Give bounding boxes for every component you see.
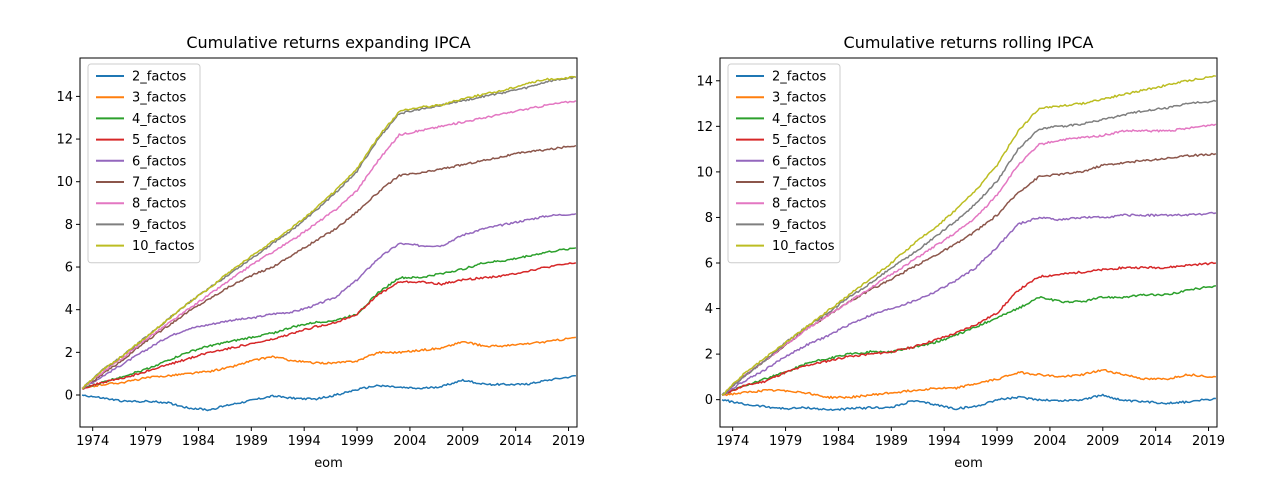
y-tick-label: 6: [705, 257, 713, 272]
series-line-2_factos: [81, 375, 576, 412]
y-tick-label: 6: [65, 261, 73, 276]
y-tick-label: 14: [696, 74, 713, 89]
series-lines: [81, 75, 577, 412]
x-tick-label: 2009: [446, 434, 479, 449]
series-line-6_factos: [81, 212, 577, 390]
series-line-10_factos: [81, 75, 577, 390]
legend-label: 4_factos: [772, 112, 827, 127]
legend-label: 9_factos: [772, 218, 827, 233]
x-tick-label: 2014: [499, 434, 532, 449]
x-tick-label: 2004: [1033, 434, 1066, 449]
x-tick-label: 1999: [341, 434, 374, 449]
y-tick-label: 2: [705, 348, 713, 363]
y-tick-label: 8: [65, 218, 73, 233]
chart-1: Cumulative returns expanding IPCA 1974 197…: [56, 33, 585, 471]
legend-label: 2_factos: [772, 70, 827, 85]
legend-label: 8_factos: [772, 197, 827, 212]
series-line-4_factos: [721, 285, 1217, 396]
legend-label: 6_factos: [132, 154, 187, 169]
x-tick-label: 2009: [1086, 434, 1119, 449]
y-tick-label: 12: [56, 133, 73, 148]
series-line-3_factos: [722, 369, 1217, 400]
legend-label: 9_factos: [132, 218, 187, 233]
legend-label: 5_factos: [772, 133, 827, 148]
y-tick-label: 0: [705, 393, 713, 408]
chart-title: Cumulative returns expanding IPCA: [186, 33, 470, 52]
y-tick-label: 10: [696, 165, 713, 180]
x-tick-label: 1989: [235, 434, 268, 449]
x-tick-label: 2019: [1192, 434, 1225, 449]
series-line-5_factos: [721, 261, 1217, 396]
legend-label: 7_factos: [772, 176, 827, 191]
x-tick-label: 1984: [822, 434, 855, 449]
x-tick-label: 1979: [769, 434, 802, 449]
legend-label: 10_factos: [772, 239, 835, 254]
legend-label: 3_factos: [772, 91, 827, 106]
y-tick-label: 12: [696, 120, 713, 135]
legend-label: 10_factos: [132, 239, 195, 254]
plot-frame: [79, 57, 578, 428]
plot-frame: [719, 57, 1218, 428]
series-line-7_factos: [81, 144, 577, 390]
legend-label: 4_factos: [132, 112, 187, 127]
x-axis-label: eom: [954, 456, 983, 471]
series-line-3_factos: [81, 336, 576, 390]
x-tick-label: 1989: [875, 434, 908, 449]
series-line-6_factos: [721, 211, 1217, 396]
series-line-2_factos: [721, 393, 1216, 412]
x-tick-label: 1999: [981, 434, 1014, 449]
x-tick-label: 1979: [129, 434, 162, 449]
series-line-4_factos: [81, 247, 577, 390]
legend-label: 2_factos: [132, 70, 187, 85]
y-tick-label: 0: [65, 389, 73, 404]
chart-title: Cumulative returns rolling IPCA: [844, 33, 1094, 52]
series-line-8_factos: [81, 100, 577, 390]
legend-label: 6_factos: [772, 154, 827, 169]
legend: 2_factos 3_factos 4_factos 5_factos 6_factos…: [727, 63, 841, 264]
y-tick-label: 4: [65, 303, 73, 318]
series-line-10_factos: [721, 75, 1217, 396]
x-tick-label: 1974: [716, 434, 749, 449]
x-tick-label: 2004: [393, 434, 426, 449]
legend-label: 8_factos: [132, 197, 187, 212]
series-line-8_factos: [721, 123, 1217, 396]
y-tick-label: 10: [56, 175, 73, 190]
legend-box: [727, 63, 841, 264]
y-tick-label: 4: [705, 302, 713, 317]
x-tick-label: 1984: [182, 434, 215, 449]
x-tick-label: 2014: [1139, 434, 1172, 449]
x-tick-label: 1994: [288, 434, 321, 449]
series-line-5_factos: [81, 262, 577, 390]
legend-label: 5_factos: [132, 133, 187, 148]
y-tick-label: 2: [65, 346, 73, 361]
x-tick-label: 2019: [552, 434, 585, 449]
y-tick-label: 8: [705, 211, 713, 226]
legend-box: [87, 63, 201, 264]
x-axis-label: eom: [314, 456, 343, 471]
y-tick-label: 14: [56, 90, 73, 105]
x-tick-label: 1994: [928, 434, 961, 449]
series-lines: [721, 75, 1217, 412]
x-tick-label: 1974: [76, 434, 109, 449]
chart-2: Cumulative returns rolling IPCA 1974 1979 1…: [696, 33, 1225, 471]
legend-label: 7_factos: [132, 176, 187, 191]
legend: 2_factos 3_factos 4_factos 5_factos 6_factos…: [87, 63, 201, 264]
legend-label: 3_factos: [132, 91, 187, 106]
